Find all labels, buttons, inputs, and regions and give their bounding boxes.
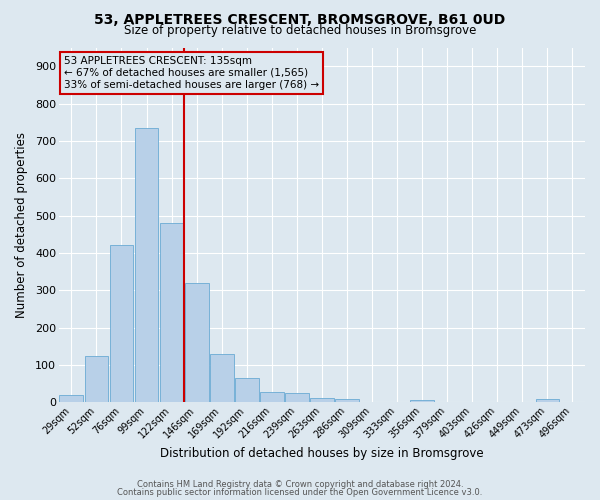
Bar [110, 246, 133, 402]
Bar [210, 354, 233, 403]
Text: Contains HM Land Registry data © Crown copyright and database right 2024.: Contains HM Land Registry data © Crown c… [137, 480, 463, 489]
Bar [134, 128, 158, 402]
Bar [185, 283, 209, 403]
Bar [59, 395, 83, 402]
Text: 53, APPLETREES CRESCENT, BROMSGROVE, B61 0UD: 53, APPLETREES CRESCENT, BROMSGROVE, B61… [94, 12, 506, 26]
Text: Size of property relative to detached houses in Bromsgrove: Size of property relative to detached ho… [124, 24, 476, 37]
Bar [260, 392, 284, 402]
Text: Contains public sector information licensed under the Open Government Licence v3: Contains public sector information licen… [118, 488, 482, 497]
Bar [310, 398, 334, 402]
Bar [410, 400, 434, 402]
Bar [335, 399, 359, 402]
Bar [285, 394, 309, 402]
Text: 53 APPLETREES CRESCENT: 135sqm
← 67% of detached houses are smaller (1,565)
33% : 53 APPLETREES CRESCENT: 135sqm ← 67% of … [64, 56, 319, 90]
X-axis label: Distribution of detached houses by size in Bromsgrove: Distribution of detached houses by size … [160, 447, 484, 460]
Bar [235, 378, 259, 402]
Bar [536, 399, 559, 402]
Bar [160, 223, 184, 402]
Y-axis label: Number of detached properties: Number of detached properties [15, 132, 28, 318]
Bar [85, 356, 109, 403]
